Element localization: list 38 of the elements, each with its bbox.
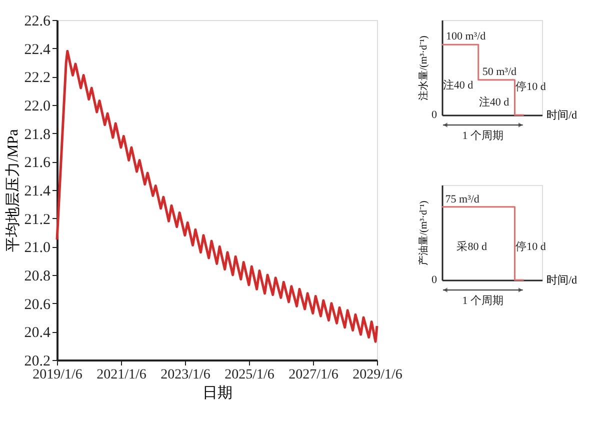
y-tick-label: 21.4	[24, 184, 51, 200]
x-axis-title: 时间/d	[546, 108, 578, 122]
y-tick-label: 21.2	[24, 212, 50, 228]
text: 75 m³/d	[445, 194, 480, 206]
y-tick-label: 22.4	[24, 42, 51, 58]
y-tick-label: 20.2	[24, 354, 50, 370]
y-tick-label: 22.0	[24, 98, 50, 114]
y-tick-label: 22.2	[24, 70, 50, 86]
y-tick-label: 21.6	[24, 155, 51, 172]
data-label: 50 m³/d	[482, 66, 518, 78]
y-tick-label: 20.8	[24, 268, 50, 284]
annotation: 注40 d	[478, 95, 510, 108]
y-tick-label: 21.8	[24, 126, 50, 143]
x-axis-title: 日期	[202, 384, 232, 402]
x-tick-label: 2021/1/6	[96, 368, 146, 382]
annotation: 停10 d	[516, 241, 546, 254]
x-tick-label: 2027/1/6	[288, 368, 338, 382]
x-tick-label: 2023/1/6	[160, 368, 210, 382]
y-axis-title: 产油量/(m³·d⁻¹)	[418, 200, 430, 266]
y-tick-label: 21.0	[24, 240, 50, 256]
x-tick-label: 2019/1/6	[32, 368, 82, 382]
annotation: 注40 d	[442, 78, 474, 92]
text: 1 个周期	[462, 130, 504, 142]
text: 0	[432, 109, 438, 121]
x-tick-label: 2029/1/6	[352, 368, 402, 382]
line-series	[56, 50, 378, 343]
y-axis-title: 注水量/(m³·d⁻¹)	[418, 36, 430, 100]
x-axis-title: 时间/d	[546, 274, 578, 286]
text: 0	[432, 274, 438, 286]
y-axis-title: 平均地层压力/MPa	[4, 128, 22, 252]
annotation: 停10 d	[516, 80, 546, 93]
y-tick-label: 20.4	[24, 325, 51, 342]
y-tick-label: 20.6	[24, 296, 51, 313]
text: 1 个周期	[462, 295, 504, 307]
x-tick-label: 2025/1/6	[224, 368, 274, 382]
data-label: 100 m³/d	[446, 30, 486, 43]
annotation: 采80 d	[456, 240, 488, 254]
y-tick-label: 22.6	[24, 14, 51, 30]
